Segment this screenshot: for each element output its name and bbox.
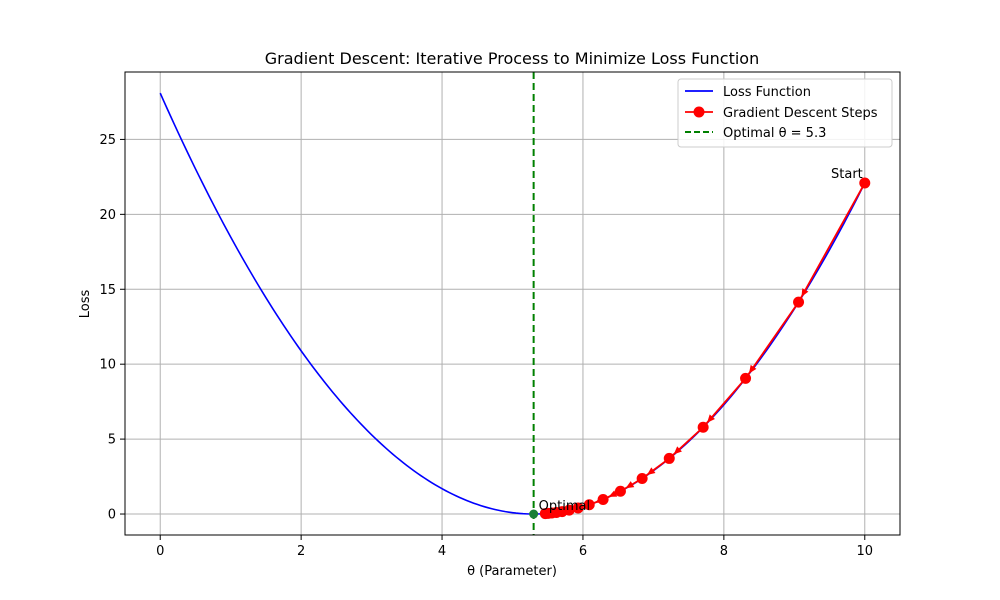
y-tick-label: 5 (108, 433, 116, 448)
y-axis-label: Loss (78, 290, 93, 319)
gd-step-point (614, 485, 626, 497)
plot-frame (124, 71, 901, 536)
gd-step-point (572, 502, 584, 514)
gd-step-point (740, 372, 752, 384)
step-arrow (748, 364, 757, 374)
gd-step-point (793, 296, 805, 308)
y-tick-label: 20 (99, 208, 116, 223)
chart-title: Gradient Descent: Iterative Process to M… (265, 49, 759, 68)
optimal-point-marker (529, 509, 539, 519)
y-tick-label: 0 (108, 508, 116, 523)
step-arrow (707, 414, 715, 423)
y-tick-label: 15 (99, 283, 116, 298)
gradient-descent-path (545, 182, 866, 515)
gd-step-point (859, 177, 871, 189)
x-tick-label: 8 (720, 544, 728, 559)
gradient-descent-steps-layer (539, 177, 871, 520)
gd-step-point (539, 508, 551, 520)
x-tick-label: 6 (579, 544, 587, 559)
x-tick-label: 2 (297, 544, 305, 559)
y-tick-label: 10 (99, 358, 116, 373)
gd-step-point (583, 499, 595, 511)
loss-function-layer (159, 92, 866, 515)
step-arrow (608, 490, 618, 497)
x-axis-label: θ (Parameter) (467, 564, 557, 579)
x-tick-label: 0 (156, 544, 164, 559)
axes: 0 2 4 6 8 10 0 5 10 15 20 25 (99, 71, 901, 559)
x-tick-label: 4 (438, 544, 446, 559)
legend-optimal-label: Optimal θ = 5.3 (723, 126, 826, 141)
grid-lines (125, 72, 900, 535)
step-arrow (625, 481, 635, 489)
gd-step-point (597, 493, 609, 505)
step-arrow (646, 467, 656, 475)
legend: Loss Function Gradient Descent Steps Opt… (677, 78, 893, 148)
gd-step-point (663, 452, 675, 464)
legend-gd-label: Gradient Descent Steps (723, 106, 878, 121)
loss-function-line (159, 92, 866, 515)
gd-step-point (636, 473, 648, 485)
start-annotation: Start (831, 167, 863, 182)
legend-box (677, 78, 893, 148)
legend-gd-marker (693, 106, 705, 118)
y-tick-label: 25 (99, 133, 116, 148)
step-arrow (801, 288, 809, 297)
x-tick-label: 10 (856, 544, 873, 559)
step-arrow (673, 446, 682, 455)
legend-loss-label: Loss Function (723, 85, 811, 100)
gd-step-point (697, 421, 709, 433)
optimal-annotation: Optimal (539, 499, 590, 514)
